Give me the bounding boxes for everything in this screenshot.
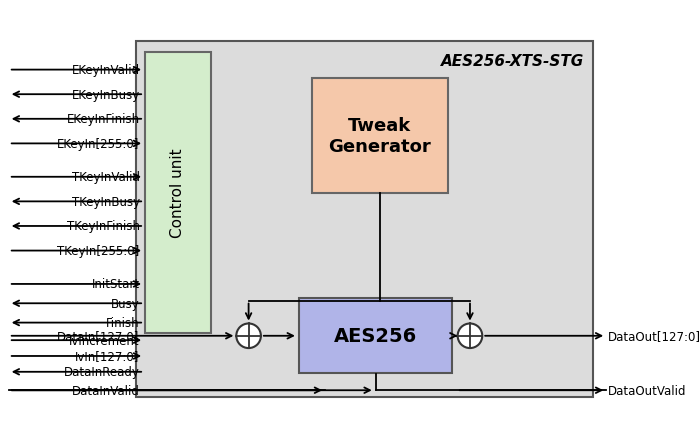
Bar bbox=[312, 79, 448, 193]
Text: InitStart: InitStart bbox=[92, 278, 140, 291]
Circle shape bbox=[458, 324, 482, 348]
Text: Control unit: Control unit bbox=[170, 148, 186, 238]
Text: Tweak
Generator: Tweak Generator bbox=[328, 117, 431, 155]
Text: TKeyIn[255:0]: TKeyIn[255:0] bbox=[57, 244, 140, 258]
Text: DataInValid: DataInValid bbox=[72, 384, 140, 397]
Bar bbox=[299, 298, 452, 373]
Text: TKeyInBusy: TKeyInBusy bbox=[71, 195, 140, 208]
Text: IvIn[127:0]: IvIn[127:0] bbox=[76, 350, 140, 363]
Circle shape bbox=[237, 324, 261, 348]
Text: TKeyInFinish: TKeyInFinish bbox=[66, 220, 140, 233]
Text: EKeyInBusy: EKeyInBusy bbox=[71, 88, 140, 102]
Text: Finish: Finish bbox=[106, 316, 140, 329]
Text: AES256-XTS-STG: AES256-XTS-STG bbox=[441, 54, 584, 69]
Text: EKeyInFinish: EKeyInFinish bbox=[66, 113, 140, 126]
Text: Busy: Busy bbox=[111, 297, 140, 310]
Bar bbox=[145, 53, 211, 333]
Text: EKeyIn[255:0]: EKeyIn[255:0] bbox=[57, 138, 140, 151]
Text: DataOutValid: DataOutValid bbox=[608, 384, 687, 397]
Text: TKeyInValid: TKeyInValid bbox=[71, 171, 140, 184]
Text: EKeyInValid: EKeyInValid bbox=[71, 64, 140, 77]
Text: AES256: AES256 bbox=[334, 326, 417, 345]
Text: DataOut[127:0]: DataOut[127:0] bbox=[608, 329, 700, 343]
Text: DataInReady: DataInReady bbox=[64, 365, 140, 378]
Text: DataIn[127:0]: DataIn[127:0] bbox=[57, 329, 140, 343]
Bar bbox=[136, 42, 593, 397]
Text: IvIncrement: IvIncrement bbox=[69, 334, 140, 347]
